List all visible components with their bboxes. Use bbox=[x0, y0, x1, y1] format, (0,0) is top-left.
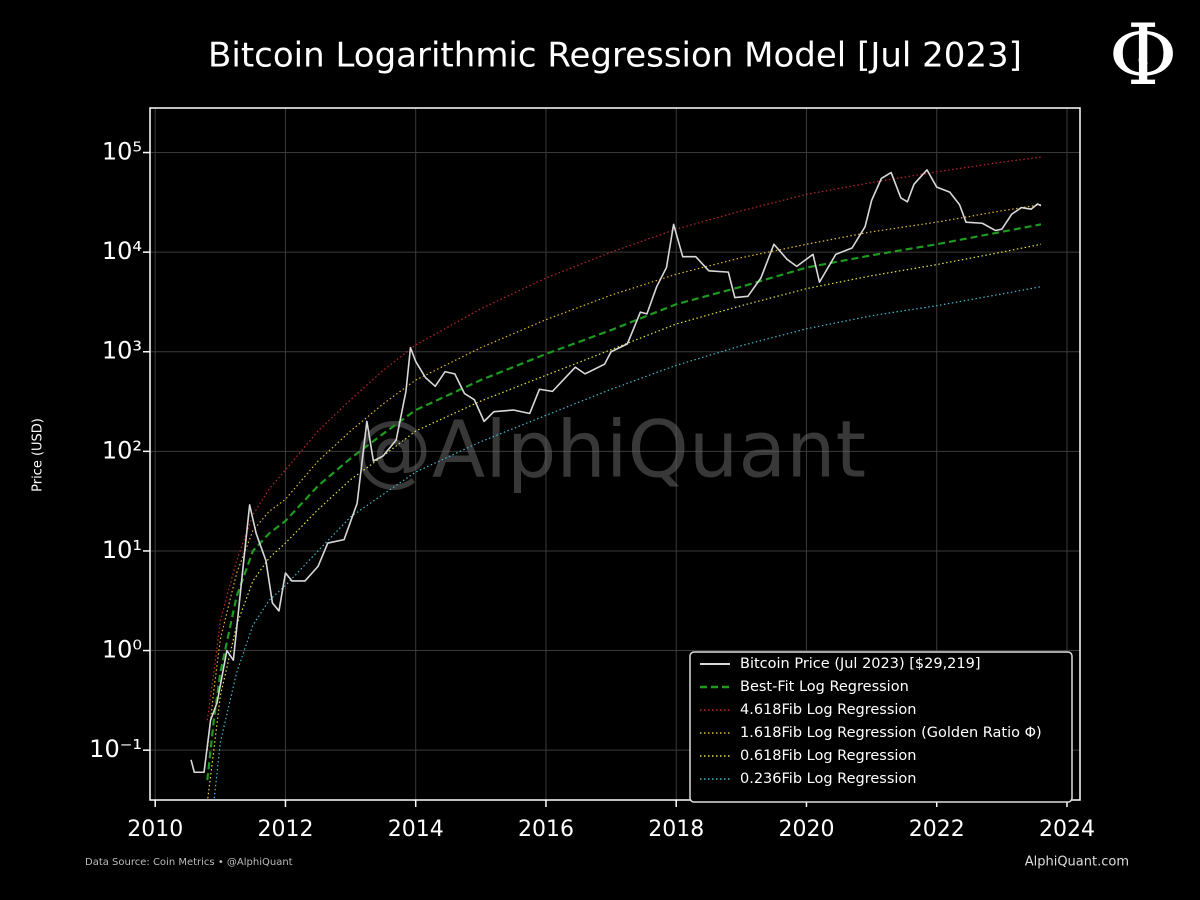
logo: Φ bbox=[1109, 6, 1178, 104]
x-tick-label: 2024 bbox=[1039, 817, 1095, 842]
x-tick-label: 2016 bbox=[518, 817, 574, 842]
series-line bbox=[190, 169, 1042, 774]
legend-label: 0.618Fib Log Regression bbox=[740, 748, 916, 764]
x-tick-label: 2010 bbox=[127, 817, 183, 842]
y-axis-label: Price (USD) bbox=[31, 418, 46, 492]
legend-box bbox=[689, 651, 1073, 803]
axes: 10⁻¹ 10⁰ 10¹ 10² 10³ 10⁴ 10⁵ 2010 2012 2014 2016 20… bbox=[89, 138, 1095, 842]
grid bbox=[150, 108, 1080, 800]
y-tick-label: 10³ bbox=[102, 337, 142, 365]
legend-label: 0.236Fib Log Regression bbox=[740, 771, 916, 787]
logo-sub: α bbox=[1138, 50, 1148, 68]
source-note: Data Source: Coin Metrics • @AlphiQuant bbox=[85, 857, 293, 868]
series-line bbox=[213, 286, 1042, 800]
x-tick-label: 2022 bbox=[909, 817, 965, 842]
website: AlphiQuant.com bbox=[1025, 855, 1129, 870]
x-tick-label: 2012 bbox=[257, 817, 313, 842]
y-tick-label: 10⁻¹ bbox=[89, 735, 142, 763]
y-tick-label: 10⁵ bbox=[102, 138, 142, 166]
y-tick-label: 10¹ bbox=[102, 536, 142, 564]
x-tick-label: 2020 bbox=[778, 817, 834, 842]
y-tick-label: 10⁴ bbox=[102, 237, 142, 265]
legend-label: Bitcoin Price (Jul 2023) [$29,219] bbox=[740, 656, 981, 672]
legend: Bitcoin Price (Jul 2023) [$29,219] Best-F… bbox=[689, 651, 1073, 803]
plot-frame bbox=[149, 107, 1081, 801]
series-line bbox=[206, 156, 1041, 721]
series-line bbox=[206, 243, 1042, 800]
legend-label: 1.618Fib Log Regression (Golden Ratio Φ) bbox=[740, 725, 1042, 741]
y-tick-label: 10² bbox=[102, 436, 142, 464]
legend-label: 4.618Fib Log Regression bbox=[740, 702, 916, 718]
series-line bbox=[206, 204, 1042, 751]
legend-label: Best-Fit Log Regression bbox=[740, 679, 909, 695]
chart-title: Bitcoin Logarithmic Regression Model [Ju… bbox=[208, 36, 1022, 76]
x-tick-label: 2018 bbox=[648, 817, 704, 842]
x-tick-label: 2014 bbox=[388, 817, 444, 842]
watermark: @AlphiQuant bbox=[354, 405, 866, 495]
plot-lines bbox=[190, 156, 1042, 800]
y-tick-label: 10⁰ bbox=[102, 636, 142, 664]
